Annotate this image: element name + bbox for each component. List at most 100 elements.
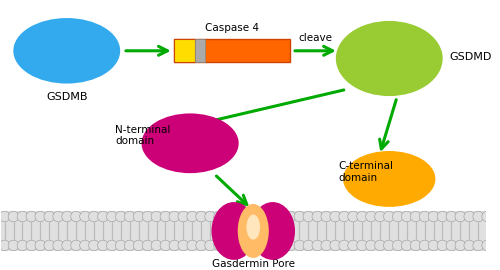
Circle shape xyxy=(88,240,100,251)
Circle shape xyxy=(285,240,296,251)
Circle shape xyxy=(330,211,340,222)
Circle shape xyxy=(196,211,206,222)
Circle shape xyxy=(294,211,305,222)
Ellipse shape xyxy=(246,215,260,240)
Circle shape xyxy=(70,240,82,251)
Circle shape xyxy=(410,211,421,222)
Circle shape xyxy=(402,240,412,251)
Circle shape xyxy=(205,211,216,222)
Circle shape xyxy=(116,211,126,222)
FancyBboxPatch shape xyxy=(174,39,290,62)
Circle shape xyxy=(62,211,72,222)
Text: C-terminal
domain: C-terminal domain xyxy=(338,161,394,183)
Circle shape xyxy=(17,211,28,222)
Circle shape xyxy=(44,240,54,251)
Circle shape xyxy=(0,211,10,222)
Circle shape xyxy=(312,211,322,222)
Circle shape xyxy=(240,211,251,222)
Circle shape xyxy=(214,211,224,222)
Circle shape xyxy=(0,240,10,251)
Circle shape xyxy=(321,211,332,222)
Circle shape xyxy=(366,211,376,222)
Circle shape xyxy=(88,211,100,222)
Circle shape xyxy=(98,211,108,222)
Ellipse shape xyxy=(212,202,256,260)
FancyBboxPatch shape xyxy=(0,211,486,251)
Circle shape xyxy=(420,211,430,222)
Circle shape xyxy=(26,240,36,251)
Circle shape xyxy=(402,211,412,222)
Circle shape xyxy=(142,211,153,222)
Ellipse shape xyxy=(238,204,269,258)
Circle shape xyxy=(106,211,117,222)
Circle shape xyxy=(53,211,64,222)
FancyBboxPatch shape xyxy=(195,39,204,62)
Circle shape xyxy=(240,240,251,251)
Text: cleave: cleave xyxy=(298,33,332,43)
Circle shape xyxy=(410,240,421,251)
Circle shape xyxy=(428,240,439,251)
Circle shape xyxy=(374,240,386,251)
Circle shape xyxy=(214,240,224,251)
Circle shape xyxy=(53,240,64,251)
Circle shape xyxy=(106,240,117,251)
Circle shape xyxy=(356,211,368,222)
Circle shape xyxy=(366,240,376,251)
Circle shape xyxy=(303,240,314,251)
Circle shape xyxy=(35,240,45,251)
Ellipse shape xyxy=(343,151,436,207)
Circle shape xyxy=(464,240,474,251)
Circle shape xyxy=(187,211,198,222)
Circle shape xyxy=(8,211,19,222)
Circle shape xyxy=(80,240,90,251)
Circle shape xyxy=(437,240,448,251)
Circle shape xyxy=(178,240,188,251)
Circle shape xyxy=(482,240,492,251)
Circle shape xyxy=(205,240,216,251)
Circle shape xyxy=(17,240,28,251)
Circle shape xyxy=(134,211,144,222)
Circle shape xyxy=(392,240,403,251)
Text: Caspase 4: Caspase 4 xyxy=(205,23,259,33)
Circle shape xyxy=(258,211,269,222)
Circle shape xyxy=(196,240,206,251)
Circle shape xyxy=(384,240,394,251)
Circle shape xyxy=(160,211,171,222)
Circle shape xyxy=(124,211,135,222)
Circle shape xyxy=(473,211,484,222)
Text: Gasdermin Pore: Gasdermin Pore xyxy=(212,259,295,269)
Text: N-terminal
domain: N-terminal domain xyxy=(116,125,170,146)
Circle shape xyxy=(151,240,162,251)
Ellipse shape xyxy=(336,21,442,96)
Circle shape xyxy=(62,240,72,251)
Circle shape xyxy=(169,211,179,222)
Circle shape xyxy=(232,211,242,222)
Circle shape xyxy=(134,240,144,251)
Text: GSDMD: GSDMD xyxy=(450,52,492,62)
Circle shape xyxy=(321,240,332,251)
Circle shape xyxy=(35,211,45,222)
Circle shape xyxy=(482,211,492,222)
Circle shape xyxy=(312,240,322,251)
Circle shape xyxy=(268,240,278,251)
Circle shape xyxy=(151,211,162,222)
FancyBboxPatch shape xyxy=(174,39,195,62)
Circle shape xyxy=(26,211,36,222)
Circle shape xyxy=(250,240,260,251)
Circle shape xyxy=(276,211,287,222)
Circle shape xyxy=(437,211,448,222)
Circle shape xyxy=(455,240,466,251)
Circle shape xyxy=(98,240,108,251)
Circle shape xyxy=(8,240,19,251)
Circle shape xyxy=(348,211,358,222)
Circle shape xyxy=(294,240,305,251)
Circle shape xyxy=(70,211,82,222)
Text: GSDMB: GSDMB xyxy=(46,92,88,102)
Circle shape xyxy=(428,211,439,222)
Circle shape xyxy=(446,240,457,251)
Circle shape xyxy=(330,240,340,251)
Circle shape xyxy=(169,240,179,251)
Circle shape xyxy=(160,240,171,251)
Circle shape xyxy=(222,240,234,251)
Circle shape xyxy=(446,211,457,222)
